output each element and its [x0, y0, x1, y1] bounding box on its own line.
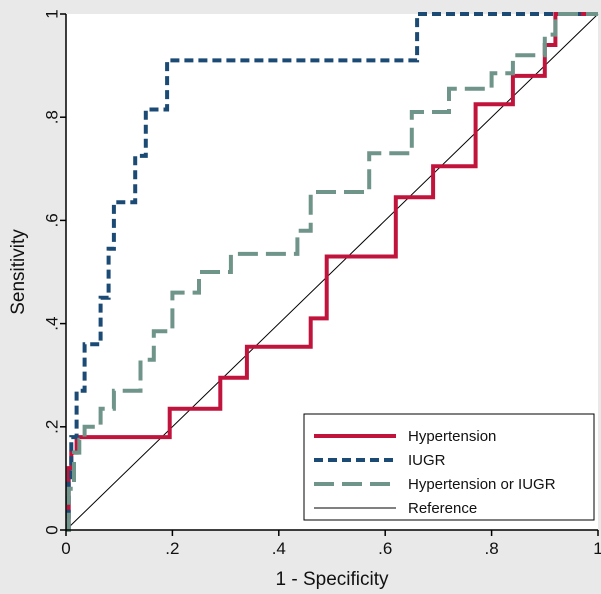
- series-line-hypertension-or-iugr: [66, 12, 598, 532]
- y-axis-title: Sensitivity: [8, 229, 29, 315]
- y-tick-label: .6: [43, 213, 62, 227]
- series-line-reference: [65, 13, 599, 531]
- legend-items: Hypertension IUGR Hypertension or IUGR Refe…: [314, 428, 556, 517]
- x-tick-label: .8: [485, 539, 499, 558]
- series-layer: [65, 12, 599, 532]
- x-tick-label: 1: [593, 539, 601, 558]
- x-axis-title: 1 - Specificity: [276, 569, 389, 590]
- y-tick-label: 1: [43, 9, 62, 18]
- legend-label: Hypertension or IUGR: [408, 476, 556, 493]
- y-tick-label: 0: [43, 525, 62, 534]
- legend-box: [303, 413, 595, 521]
- legend: Hypertension IUGR Hypertension or IUGR Refe…: [303, 413, 595, 521]
- y-tick-label: .8: [43, 110, 62, 124]
- x-tick-label: .4: [272, 539, 286, 558]
- y-tick-label: .2: [43, 420, 62, 434]
- y-ticks: 0 .2 .4 .6 .8 1: [43, 9, 66, 535]
- x-ticks: 0 .2 .4 .6 .8 1: [61, 530, 601, 558]
- legend-label: Hypertension: [408, 428, 496, 445]
- x-tick-label: 0: [61, 539, 70, 558]
- legend-label: IUGR: [408, 452, 446, 469]
- x-tick-label: .6: [378, 539, 392, 558]
- legend-label: Reference: [408, 500, 477, 517]
- series-line-iugr: [66, 12, 598, 532]
- x-tick-label: .2: [165, 539, 179, 558]
- y-tick-label: .4: [43, 317, 62, 331]
